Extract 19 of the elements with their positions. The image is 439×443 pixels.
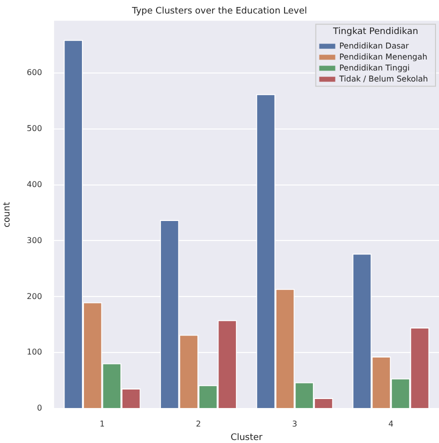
legend-label: Pendidikan Tinggi xyxy=(339,63,410,72)
x-tick-label: 3 xyxy=(292,419,298,428)
y-tick-label: 400 xyxy=(26,180,42,189)
chart-title: Type Clusters over the Education Level xyxy=(130,6,308,17)
y-tick-label: 200 xyxy=(26,292,42,301)
y-axis-title: count xyxy=(2,202,13,228)
x-tick-label: 4 xyxy=(388,419,394,428)
legend-label: Pendidikan Dasar xyxy=(339,41,410,50)
y-tick-label: 0 xyxy=(36,404,42,413)
x-tick-label: 1 xyxy=(100,419,105,428)
x-tick-label: 2 xyxy=(196,419,201,428)
y-tick-label: 500 xyxy=(26,124,42,133)
y-tick-label: 100 xyxy=(26,348,42,357)
x-axis-title: Cluster xyxy=(230,432,263,443)
legend-label: Tidak / Belum Sekolah xyxy=(338,74,428,84)
legend-label: Pendidikan Menengah xyxy=(339,52,428,62)
y-tick-label: 300 xyxy=(26,236,42,245)
legend-title: Tingkat Pendidikan xyxy=(332,27,418,38)
y-tick-label: 600 xyxy=(26,68,42,77)
